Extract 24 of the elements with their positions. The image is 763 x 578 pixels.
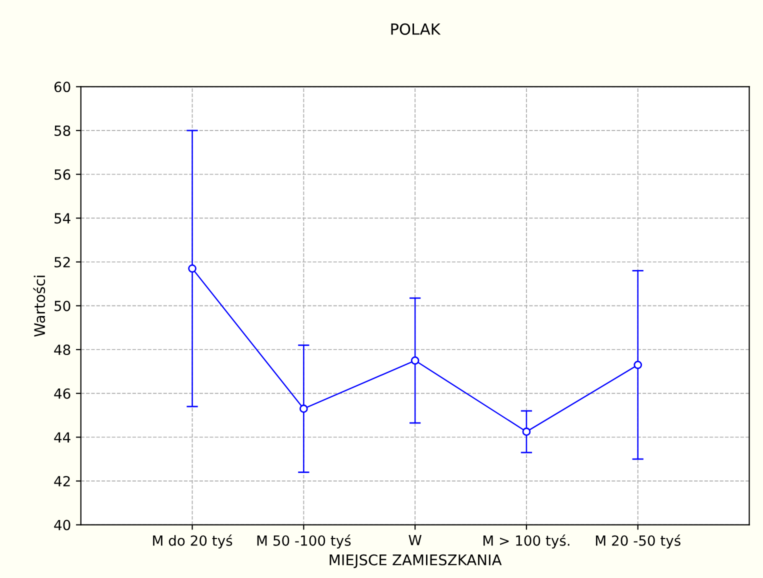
x-tick-label: M 50 -100 tyś <box>257 534 351 549</box>
x-tick-label: W <box>408 534 422 546</box>
y-tick-label: 60 <box>54 82 70 92</box>
point <box>410 356 420 365</box>
y-axis-title: Wartości <box>33 276 46 337</box>
y-tick-label: 44 <box>54 432 70 442</box>
y-tick-label: 46 <box>54 388 70 399</box>
y-tick-label: 40 <box>54 520 70 530</box>
y-tick-label: 52 <box>54 256 70 268</box>
point <box>634 360 642 370</box>
point <box>522 428 531 436</box>
y-tick-label: 48 <box>54 344 70 356</box>
y-tick-label: 42 <box>54 476 70 486</box>
chart-title: POLAK <box>391 23 441 35</box>
point <box>300 404 308 413</box>
y-tick-label: 50 <box>54 300 70 312</box>
x-tick-label: M do 20 tyś <box>153 534 232 549</box>
x-axis-title: MIEJSCE ZAMIESZKANIA <box>330 554 502 568</box>
y-tick-label: 56 <box>54 169 70 180</box>
x-tick-label: M 20 -50 tyś <box>596 534 680 549</box>
y-tick-label: 54 <box>54 213 70 224</box>
point <box>188 264 196 273</box>
y-tick-label: 58 <box>54 125 70 136</box>
x-tick-label: M > 100 tyś. <box>483 534 570 549</box>
